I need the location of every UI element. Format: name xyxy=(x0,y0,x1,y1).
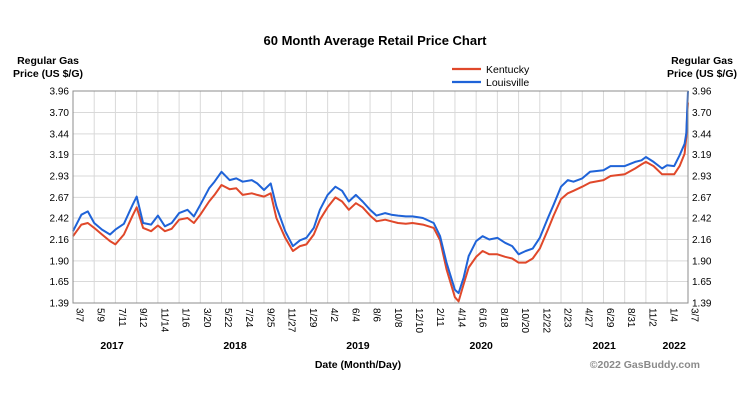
legend-label-louisville: Louisville xyxy=(486,77,529,89)
y-tick-label-left: 1.90 xyxy=(50,256,70,267)
legend-label-kentucky: Kentucky xyxy=(486,64,530,76)
y-tick-label-left: 3.19 xyxy=(50,150,70,161)
grid-lines xyxy=(72,90,689,304)
x-tick-label: 7/11 xyxy=(116,308,127,327)
y-tick-label-left: 1.39 xyxy=(50,299,70,310)
y-tick-label-left: 2.67 xyxy=(50,193,70,204)
y-tick-label-right: 3.19 xyxy=(692,150,712,161)
y-tick-label-left: 2.42 xyxy=(50,214,70,225)
x-tick-label: 11/14 xyxy=(158,308,169,333)
x-tick-label: 8/18 xyxy=(498,308,509,328)
x-tick-label: 1/4 xyxy=(668,308,679,322)
x-tick-label: 3/7 xyxy=(689,308,700,322)
right-axis-title-line2: Price (US $/G) xyxy=(667,68,737,80)
y-tick-label-left: 1.65 xyxy=(50,277,70,288)
x-tick-label: 6/16 xyxy=(477,308,488,328)
left-axis-title-line2: Price (US $/G) xyxy=(13,68,83,80)
y-tick-label-right: 2.16 xyxy=(692,235,712,246)
y-tick-label-left: 2.16 xyxy=(50,235,70,246)
x-tick-label: 1/16 xyxy=(180,308,191,328)
y-tick-label-left: 3.70 xyxy=(50,108,70,119)
year-label: 2022 xyxy=(663,340,687,352)
x-tick-label: 2/23 xyxy=(562,308,573,328)
y-tick-label-right: 1.39 xyxy=(692,299,712,310)
x-tick-label: 12/22 xyxy=(540,308,551,333)
y-tick-label-right: 3.70 xyxy=(692,108,712,119)
series-line-kentucky xyxy=(72,102,689,303)
x-tick-label: 10/20 xyxy=(519,308,530,333)
right-axis-title-line1: Regular Gas xyxy=(671,55,733,67)
year-label: 2018 xyxy=(223,340,247,352)
year-label: 2020 xyxy=(470,340,494,352)
year-label: 2019 xyxy=(346,340,370,352)
y-tick-label-right: 3.44 xyxy=(692,129,712,140)
x-tick-label: 8/31 xyxy=(625,308,636,328)
x-tick-label: 3/20 xyxy=(201,308,212,328)
x-tick-label: 5/9 xyxy=(95,308,106,322)
tick-labels: 3.96 3.96 3.70 3.70 3.44 3.44 3.19 3.19 2.93 2.93… xyxy=(50,87,712,353)
y-tick-label-right: 3.96 xyxy=(692,87,712,98)
y-tick-label-right: 2.42 xyxy=(692,214,712,225)
x-tick-label: 4/14 xyxy=(455,308,466,328)
x-tick-label: 3/7 xyxy=(74,308,85,322)
y-tick-label-right: 2.93 xyxy=(692,171,712,182)
x-tick-label: 8/6 xyxy=(371,308,382,322)
x-tick-label: 4/2 xyxy=(328,308,339,322)
year-label: 2017 xyxy=(100,340,124,352)
x-tick-label: 1/29 xyxy=(307,308,318,328)
y-tick-label-left: 2.93 xyxy=(50,171,70,182)
x-tick-label: 9/25 xyxy=(264,308,275,328)
chart-title: 60 Month Average Retail Price Chart xyxy=(264,33,488,48)
x-tick-label: 9/12 xyxy=(137,308,148,328)
y-tick-label-left: 3.96 xyxy=(50,87,70,98)
y-tick-label-right: 2.67 xyxy=(692,193,712,204)
y-tick-label-left: 3.44 xyxy=(50,129,70,140)
x-tick-label: 12/10 xyxy=(413,308,424,333)
y-tick-label-right: 1.90 xyxy=(692,256,712,267)
credit-text: ©2022 GasBuddy.com xyxy=(590,359,700,371)
x-tick-label: 6/4 xyxy=(349,308,360,322)
left-axis-title-line1: Regular Gas xyxy=(17,55,79,67)
x-tick-label: 6/29 xyxy=(604,308,615,328)
legend: Kentucky Louisville xyxy=(452,64,530,89)
year-label: 2021 xyxy=(592,340,616,352)
x-tick-label: 11/2 xyxy=(646,308,657,327)
plot-frame xyxy=(72,90,689,304)
x-tick-label: 7/24 xyxy=(243,308,254,328)
x-axis-title: Date (Month/Day) xyxy=(315,359,401,371)
x-tick-label: 11/27 xyxy=(286,308,297,333)
series-line-louisville xyxy=(72,90,689,295)
x-tick-label: 2/11 xyxy=(434,308,445,327)
y-tick-label-right: 1.65 xyxy=(692,277,712,288)
x-tick-label: 5/22 xyxy=(222,308,233,328)
x-tick-label: 10/8 xyxy=(392,308,403,328)
series-lines xyxy=(72,90,689,303)
x-tick-label: 4/27 xyxy=(583,308,594,328)
